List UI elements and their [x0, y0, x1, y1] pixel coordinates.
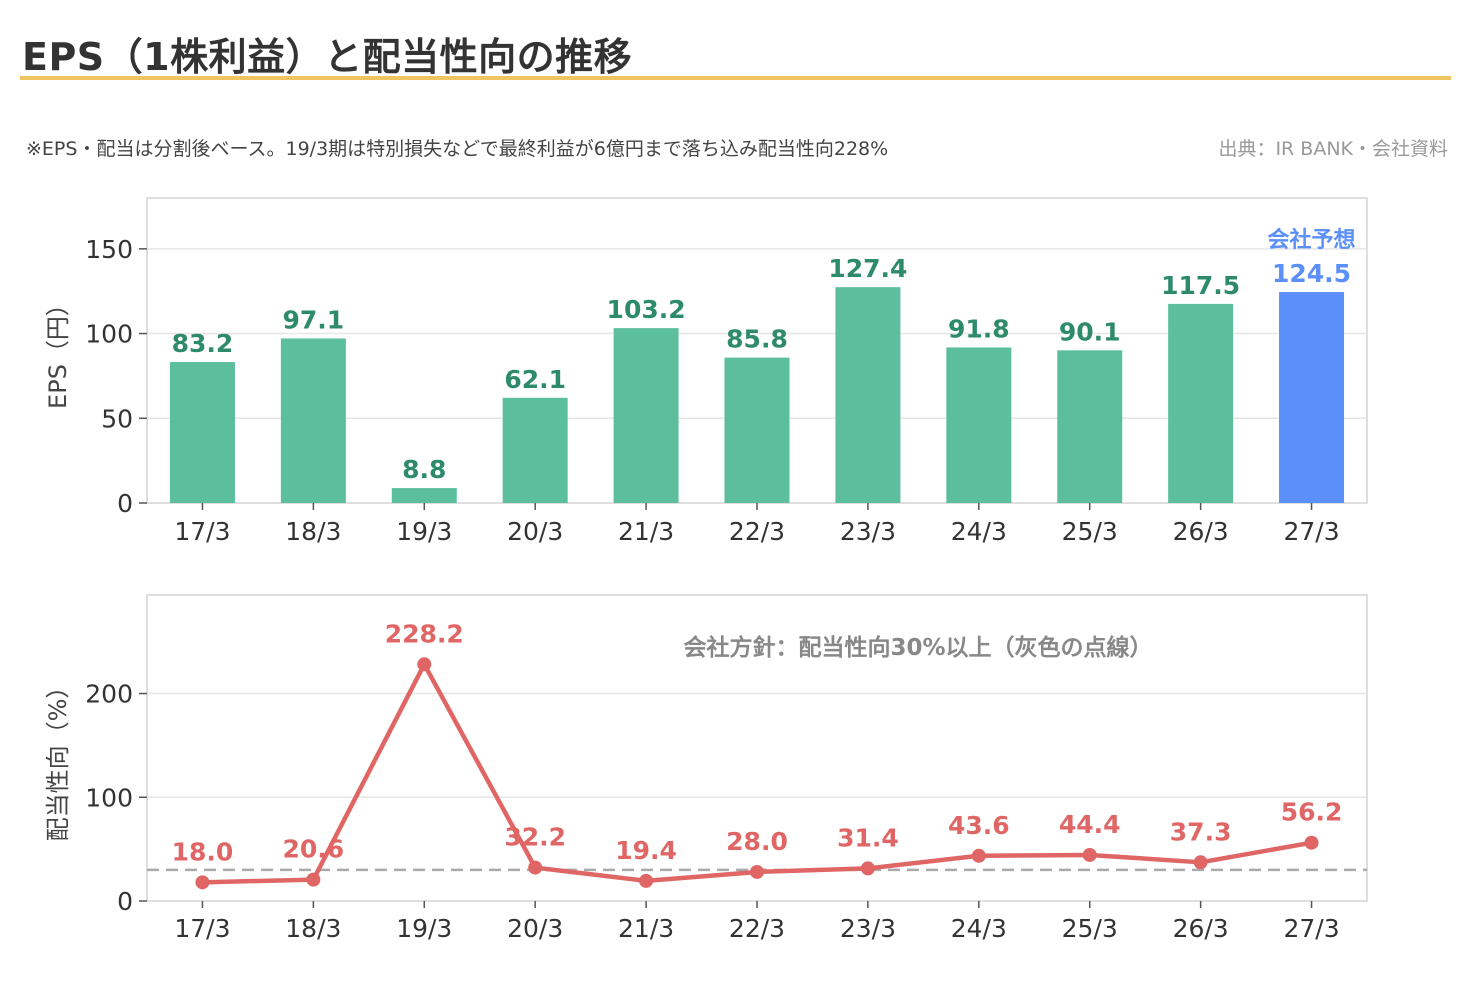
payout-point — [1082, 847, 1097, 862]
eps-bar — [724, 357, 790, 503]
eps-y-tick-label: 0 — [117, 489, 133, 518]
eps-x-tick-label: 27/3 — [1283, 517, 1339, 546]
eps-x-tick-label: 19/3 — [396, 517, 452, 546]
eps-value-label: 97.1 — [283, 305, 345, 334]
payout-value-label: 19.4 — [615, 836, 677, 865]
eps-value-label: 83.2 — [172, 329, 234, 358]
payout-plot-frame — [146, 594, 1368, 902]
payout-value-label: 228.2 — [385, 619, 464, 648]
payout-y-axis-title: 配当性向（%） — [44, 675, 72, 842]
payout-value-label: 32.2 — [504, 823, 566, 852]
payout-x-tick-label: 22/3 — [729, 914, 785, 943]
payout-y-tick-label: 200 — [85, 680, 133, 709]
payout-point — [860, 861, 875, 876]
payout-value-label: 28.0 — [726, 827, 788, 856]
eps-y-tick-label: 100 — [85, 320, 133, 349]
eps-x-tick-label: 22/3 — [729, 517, 785, 546]
payout-x-tick-label: 27/3 — [1283, 914, 1339, 943]
eps-bar-forecast — [1279, 292, 1345, 503]
eps-value-label: 8.8 — [402, 455, 446, 484]
payout-x-tick-label: 17/3 — [174, 914, 230, 943]
payout-point — [306, 872, 321, 887]
eps-value-label: 91.8 — [948, 314, 1010, 343]
eps-value-label: 117.5 — [1161, 271, 1240, 300]
eps-x-tick-label: 25/3 — [1062, 517, 1118, 546]
payout-x-tick-label: 23/3 — [840, 914, 896, 943]
payout-y-tick-label: 0 — [117, 887, 133, 916]
policy-annotation: 会社方針：配当性向30%以上（灰色の点線） — [683, 634, 1152, 661]
payout-point — [1193, 855, 1208, 870]
source-credit: 出典：IR BANK・会社資料 — [1218, 138, 1448, 160]
eps-value-label: 62.1 — [504, 365, 566, 394]
eps-y-tick-label: 150 — [85, 235, 133, 264]
eps-x-tick-label: 21/3 — [618, 517, 674, 546]
eps-x-tick-label: 26/3 — [1173, 517, 1229, 546]
eps-bar — [946, 347, 1012, 503]
payout-value-label: 31.4 — [837, 823, 899, 852]
eps-bar — [1168, 303, 1234, 503]
payout-value-label: 44.4 — [1059, 810, 1121, 839]
eps-bar — [280, 338, 346, 503]
payout-value-label: 20.6 — [283, 835, 345, 864]
eps-bar — [613, 328, 679, 503]
eps-value-label: 127.4 — [828, 254, 907, 283]
eps-value-label: 103.2 — [607, 295, 686, 324]
eps-value-label: 85.8 — [726, 325, 788, 354]
eps-y-axis-title: EPS（円） — [44, 292, 72, 409]
forecast-tag-label: 会社予想 — [1268, 227, 1356, 253]
payout-value-label: 43.6 — [948, 811, 1010, 840]
payout-y-tick-label: 100 — [85, 783, 133, 812]
payout-point — [750, 864, 764, 879]
title-underline — [20, 76, 1451, 80]
eps-bar — [169, 362, 235, 503]
payout-x-tick-label: 26/3 — [1173, 914, 1229, 943]
payout-point — [1304, 835, 1319, 850]
payout-value-label: 37.3 — [1170, 817, 1232, 846]
payout-value-label: 56.2 — [1281, 798, 1343, 827]
payout-x-tick-label: 21/3 — [618, 914, 674, 943]
eps-bar — [502, 397, 568, 503]
payout-x-tick-label: 20/3 — [507, 914, 563, 943]
payout-x-tick-label: 19/3 — [396, 914, 452, 943]
payout-x-tick-label: 25/3 — [1062, 914, 1118, 943]
page-title: EPS（1株利益）と配当性向の推移 — [22, 35, 633, 79]
eps-bar — [391, 488, 457, 503]
payout-point — [639, 873, 654, 888]
payout-point — [528, 860, 543, 875]
eps-x-tick-label: 24/3 — [951, 517, 1007, 546]
eps-x-tick-label: 17/3 — [174, 517, 230, 546]
chart-note: ※EPS・配当は分割後ベース。19/3期は特別損失などで最終利益が6億円まで落ち… — [26, 138, 889, 160]
payout-x-tick-label: 18/3 — [285, 914, 341, 943]
payout-x-tick-label: 24/3 — [951, 914, 1007, 943]
eps-x-tick-label: 18/3 — [285, 517, 341, 546]
eps-bar — [1057, 350, 1123, 503]
payout-point — [971, 848, 986, 863]
payout-value-label: 18.0 — [172, 837, 234, 866]
eps-y-tick-label: 50 — [101, 404, 133, 433]
eps-value-label: 90.1 — [1059, 317, 1121, 346]
eps-x-tick-label: 23/3 — [840, 517, 896, 546]
eps-x-tick-label: 20/3 — [507, 517, 563, 546]
eps-value-label: 124.5 — [1272, 259, 1351, 288]
eps-bar — [835, 287, 901, 503]
payout-point — [195, 875, 210, 890]
payout-point — [417, 657, 432, 672]
